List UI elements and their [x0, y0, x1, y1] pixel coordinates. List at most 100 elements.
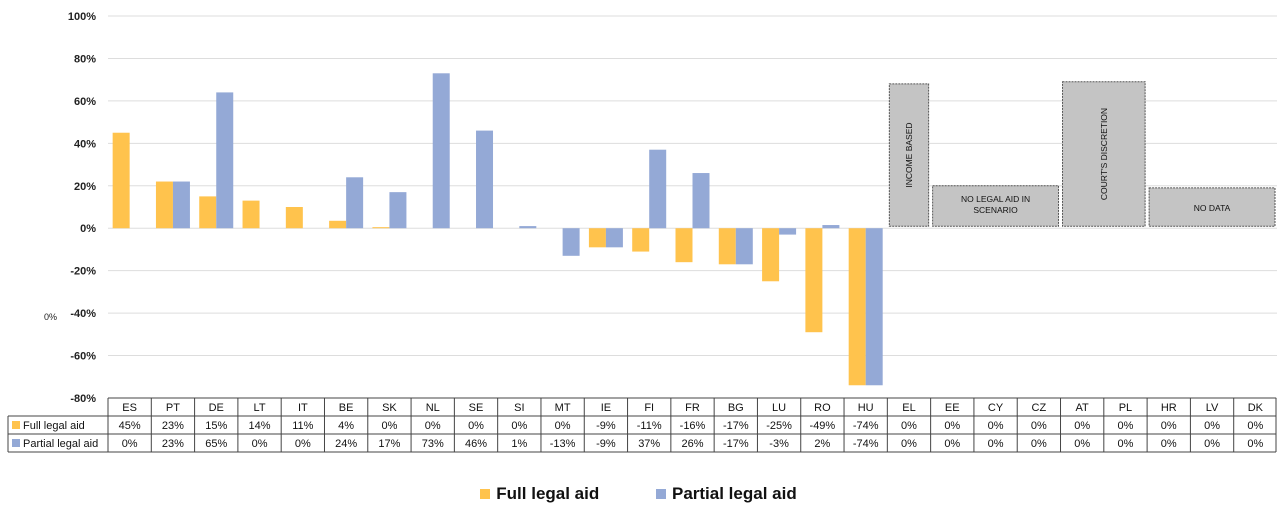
data-label-partial: 0%	[1204, 438, 1220, 450]
y-tick-label: 60%	[74, 96, 96, 108]
y-tick-label: -80%	[70, 393, 96, 405]
data-label-full: 0%	[988, 420, 1004, 432]
bar-full-it	[285, 207, 303, 229]
annotation-label: NO LEGAL AID IN	[961, 194, 1030, 204]
bar-partial-si	[519, 226, 537, 229]
x-tick-label: FI	[644, 402, 654, 414]
bar-partial-be	[346, 177, 364, 229]
annotation-label: SCENARIO	[973, 205, 1018, 215]
x-tick-label: BG	[728, 402, 744, 414]
data-label-full: 0%	[1247, 420, 1263, 432]
data-label-full: -9%	[596, 420, 616, 432]
y-tick-label: -40%	[70, 308, 96, 320]
side-axis-label: 0%	[44, 312, 58, 322]
data-label-full: -16%	[680, 420, 706, 432]
bar-partial-se	[476, 130, 494, 229]
data-label-partial: -3%	[769, 438, 789, 450]
x-tick-label: PL	[1119, 402, 1132, 414]
x-tick-label: BE	[339, 402, 354, 414]
bar-full-hu	[848, 228, 866, 386]
bar-partial-fr	[692, 173, 710, 229]
x-tick-label: IE	[601, 402, 611, 414]
data-label-full: 0%	[555, 420, 571, 432]
data-label-full: -25%	[766, 420, 792, 432]
data-label-full: -17%	[723, 420, 749, 432]
bar-partial-pt	[172, 181, 190, 229]
bar-full-fr	[675, 228, 693, 263]
data-label-full: 4%	[338, 420, 354, 432]
data-label-full: -49%	[810, 420, 836, 432]
data-label-full: 11%	[292, 420, 313, 432]
bar-partial-nl	[432, 73, 450, 229]
x-tick-label: SI	[514, 402, 524, 414]
legend-label-partial: Partial legal aid	[671, 484, 797, 503]
data-label-full: 0%	[1031, 420, 1047, 432]
data-label-full: 23%	[162, 420, 184, 432]
annotation-label: INCOME BASED	[904, 122, 914, 187]
x-tick-label: LT	[254, 402, 266, 414]
x-tick-label: FR	[685, 402, 700, 414]
x-tick-label: RO	[814, 402, 831, 414]
data-label-partial: 17%	[378, 438, 400, 450]
x-tick-label: AT	[1076, 402, 1090, 414]
x-tick-label: CY	[988, 402, 1004, 414]
data-label-full: 45%	[119, 420, 141, 432]
annotation-box	[888, 83, 930, 227]
data-label-partial: 46%	[465, 438, 487, 450]
data-label-partial: 0%	[295, 438, 311, 450]
bar-partial-lu	[779, 228, 797, 235]
bar-partial-ro	[822, 225, 840, 229]
data-label-partial: 0%	[1247, 438, 1263, 450]
data-label-full: 0%	[511, 420, 527, 432]
x-tick-label: SE	[469, 402, 484, 414]
annotation-box	[932, 185, 1060, 227]
data-label-partial: 0%	[1161, 438, 1177, 450]
legend-item-partial: Partial legal aid	[655, 484, 797, 504]
bar-full-ro	[805, 228, 823, 333]
data-label-full: 0%	[944, 420, 960, 432]
x-tick-label: EL	[902, 402, 915, 414]
data-label-full: 0%	[1074, 420, 1090, 432]
data-label-full: 0%	[425, 420, 441, 432]
bar-chart: 100% 80% 60% 40% 20% 0% -20% -40% -60% -80% INCOME…	[7, 11, 1277, 453]
bar-full-es	[112, 132, 130, 229]
data-label-partial: 0%	[901, 438, 917, 450]
data-label-full: 0%	[468, 420, 484, 432]
x-tick-label: SK	[382, 402, 397, 414]
bar-partial-ie	[605, 228, 623, 248]
bar-partial-sk	[389, 192, 407, 229]
annotation-box	[1062, 81, 1146, 227]
x-tick-label: HR	[1161, 402, 1177, 414]
data-label-partial: 24%	[335, 438, 357, 450]
data-label-partial: -13%	[550, 438, 576, 450]
data-label-full: -74%	[853, 420, 879, 432]
x-tick-label: DE	[209, 402, 224, 414]
x-tick-label: EE	[945, 402, 960, 414]
y-tick-label: 80%	[74, 53, 96, 65]
data-label-full: 0%	[1161, 420, 1177, 432]
data-label-full: 0%	[1118, 420, 1134, 432]
data-label-partial: 0%	[988, 438, 1004, 450]
legend-swatch-full	[480, 489, 491, 499]
bar-full-de	[199, 196, 217, 229]
bar-full-pt	[155, 181, 173, 229]
bar-full-lt	[242, 200, 260, 229]
legend-item-full: Full legal aid	[480, 484, 599, 504]
bar-full-ie	[588, 228, 606, 248]
table-row-swatch	[12, 421, 20, 429]
x-tick-label: PT	[166, 402, 180, 414]
data-label-full: -11%	[637, 420, 662, 432]
x-tick-label: NL	[426, 402, 440, 414]
data-label-partial: 2%	[814, 438, 830, 450]
x-tick-label: CZ	[1032, 402, 1047, 414]
data-label-partial: -9%	[596, 438, 616, 450]
data-label-full: 0%	[1204, 420, 1220, 432]
table-row-label: Full legal aid	[23, 420, 85, 432]
bar-full-fi	[632, 228, 650, 252]
bar-partial-bg	[735, 228, 753, 265]
x-tick-label: ES	[122, 402, 137, 414]
annotation-label: COURT'S DISCRETION	[1099, 108, 1109, 200]
data-label-full: 0%	[381, 420, 397, 432]
data-label-partial: -74%	[853, 438, 879, 450]
table-row-label: Partial legal aid	[23, 438, 98, 450]
